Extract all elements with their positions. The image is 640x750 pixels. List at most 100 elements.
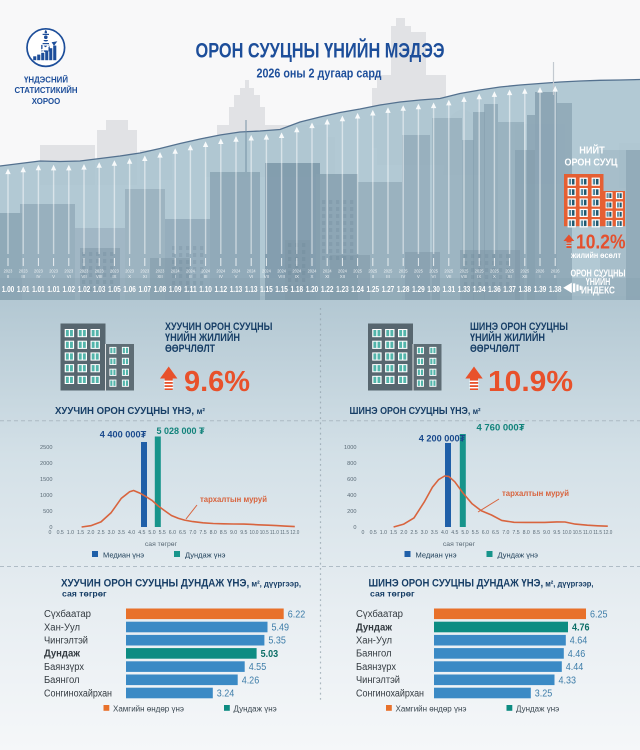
svg-text:1.06: 1.06	[123, 284, 136, 294]
svg-text:2023: 2023	[34, 269, 43, 274]
svg-text:2023: 2023	[49, 269, 58, 274]
svg-text:8.0: 8.0	[210, 530, 217, 536]
svg-text:ОРОН СУУЦНЫ ҮНИЙН МЭДЭЭ: ОРОН СУУЦНЫ ҮНИЙН МЭДЭЭ	[196, 39, 445, 63]
svg-text:1.39: 1.39	[534, 284, 547, 294]
svg-text:VII: VII	[446, 274, 451, 279]
svg-text:8.0: 8.0	[523, 530, 530, 536]
svg-text:ӨӨРЧЛӨЛТ: ӨӨРЧЛӨЛТ	[165, 343, 215, 355]
svg-text:3.24: 3.24	[217, 688, 235, 700]
svg-text:VI: VI	[67, 274, 71, 279]
svg-text:3.0: 3.0	[108, 530, 115, 536]
svg-text:2025: 2025	[505, 269, 514, 274]
svg-text:0: 0	[362, 530, 365, 536]
svg-text:VII: VII	[81, 274, 86, 279]
svg-text:IV: IV	[36, 274, 40, 279]
svg-text:1.03: 1.03	[93, 284, 106, 294]
svg-text:10.0: 10.0	[563, 530, 572, 536]
svg-text:III: III	[204, 274, 208, 279]
svg-text:XII: XII	[522, 274, 527, 279]
svg-text:V: V	[52, 274, 55, 279]
svg-text:1.5: 1.5	[77, 530, 84, 536]
svg-text:1000: 1000	[40, 493, 52, 499]
svg-text:сая төгрөг: сая төгрөг	[145, 541, 178, 548]
svg-text:ШИНЭ ОРОН СУУЦНЫ ДУНДАЖ ҮНЭ, м: ШИНЭ ОРОН СУУЦНЫ ДУНДАЖ ҮНЭ, м², дүүргээ…	[369, 578, 594, 590]
svg-text:1.28: 1.28	[397, 284, 410, 294]
svg-text:VIII: VIII	[96, 274, 103, 279]
svg-text:Медиан үнэ: Медиан үнэ	[103, 551, 144, 560]
svg-text:0.5: 0.5	[370, 530, 377, 536]
svg-text:11.5: 11.5	[593, 530, 602, 536]
svg-text:1.22: 1.22	[321, 284, 334, 294]
svg-text:ШИНЭ ОРОН СУУЦНЫ ҮНЭ, м²: ШИНЭ ОРОН СУУЦНЫ ҮНЭ, м²	[350, 405, 481, 417]
svg-text:Сонгинохайрхан: Сонгинохайрхан	[356, 688, 424, 699]
svg-text:Сонгинохайрхан: Сонгинохайрхан	[44, 688, 112, 699]
svg-text:7.0: 7.0	[189, 530, 196, 536]
svg-text:2023: 2023	[64, 269, 73, 274]
svg-text:1.37: 1.37	[503, 284, 516, 294]
svg-text:2024: 2024	[186, 269, 195, 274]
svg-text:НИЙТ: НИЙТ	[579, 144, 605, 157]
svg-text:6.22: 6.22	[288, 608, 306, 620]
svg-text:IX: IX	[477, 274, 481, 279]
svg-text:ШИНЭ ОРОН СУУЦНЫ: ШИНЭ ОРОН СУУЦНЫ	[470, 321, 568, 333]
svg-text:2025: 2025	[368, 269, 377, 274]
svg-text:11.0: 11.0	[583, 530, 592, 536]
svg-text:2000: 2000	[40, 461, 52, 467]
svg-text:9.5: 9.5	[553, 530, 560, 536]
svg-text:VI: VI	[249, 274, 253, 279]
svg-text:4.44: 4.44	[566, 661, 584, 673]
svg-text:V: V	[235, 274, 238, 279]
svg-text:Дундаж: Дундаж	[44, 649, 81, 660]
svg-text:3.0: 3.0	[421, 530, 428, 536]
svg-text:сая төгрөг: сая төгрөг	[62, 589, 107, 599]
svg-text:5.5: 5.5	[159, 530, 166, 536]
svg-text:6.5: 6.5	[492, 530, 499, 536]
svg-text:3.25: 3.25	[535, 688, 553, 700]
svg-text:VI: VI	[432, 274, 436, 279]
svg-text:X: X	[311, 274, 314, 279]
svg-text:0: 0	[353, 525, 356, 531]
svg-text:VIII: VIII	[278, 274, 285, 279]
svg-text:1.05: 1.05	[108, 284, 121, 294]
svg-text:10.5: 10.5	[573, 530, 582, 536]
svg-text:ҮНИЙН ЖИЛИЙН: ҮНИЙН ЖИЛИЙН	[470, 331, 545, 344]
svg-text:1.33: 1.33	[458, 284, 471, 294]
svg-text:1.15: 1.15	[260, 284, 273, 294]
svg-text:7.5: 7.5	[512, 530, 519, 536]
svg-text:ХУУЧИН ОРОН СУУЦНЫ: ХУУЧИН ОРОН СУУЦНЫ	[165, 321, 273, 333]
svg-text:8.5: 8.5	[533, 530, 540, 536]
svg-text:1.0: 1.0	[67, 530, 74, 536]
svg-text:4.55: 4.55	[249, 661, 267, 673]
svg-text:XII: XII	[157, 274, 162, 279]
svg-text:2023: 2023	[156, 269, 165, 274]
svg-text:3.5: 3.5	[431, 530, 438, 536]
svg-text:2024: 2024	[171, 269, 180, 274]
svg-text:1.5: 1.5	[390, 530, 397, 536]
svg-text:III: III	[21, 274, 25, 279]
svg-text:2023: 2023	[125, 269, 134, 274]
svg-text:0: 0	[49, 525, 52, 531]
svg-text:4.0: 4.0	[128, 530, 135, 536]
svg-text:Дундаж үнэ: Дундаж үнэ	[234, 704, 277, 713]
svg-text:СТАТИСТИКИЙН: СТАТИСТИКИЙН	[15, 84, 78, 95]
svg-text:11.5: 11.5	[280, 530, 289, 536]
svg-text:ӨӨРЧЛӨЛТ: ӨӨРЧЛӨЛТ	[470, 343, 520, 355]
svg-text:2500: 2500	[40, 445, 52, 451]
svg-text:I: I	[539, 274, 540, 279]
svg-text:9.0: 9.0	[543, 530, 550, 536]
svg-text:Дундаж: Дундаж	[356, 622, 393, 633]
svg-text:4 200 000₮: 4 200 000₮	[419, 434, 466, 445]
svg-text:9.5: 9.5	[240, 530, 247, 536]
svg-text:2024: 2024	[247, 269, 256, 274]
svg-text:1.08: 1.08	[154, 284, 167, 294]
svg-text:ХУУЧИН ОРОН СУУЦНЫ ДУНДАЖ ҮНЭ,: ХУУЧИН ОРОН СУУЦНЫ ДУНДАЖ ҮНЭ, м², дүүрг…	[61, 578, 301, 590]
svg-text:ҮНДЭСНИЙ: ҮНДЭСНИЙ	[24, 74, 68, 85]
svg-text:2024: 2024	[277, 269, 286, 274]
svg-text:1.31: 1.31	[443, 284, 456, 294]
svg-text:IX: IX	[112, 274, 116, 279]
svg-text:10.5: 10.5	[260, 530, 269, 536]
svg-text:1500: 1500	[40, 477, 52, 483]
svg-text:4.0: 4.0	[441, 530, 448, 536]
svg-text:тархалтын муруй: тархалтын муруй	[502, 488, 569, 498]
svg-text:1.15: 1.15	[275, 284, 288, 294]
